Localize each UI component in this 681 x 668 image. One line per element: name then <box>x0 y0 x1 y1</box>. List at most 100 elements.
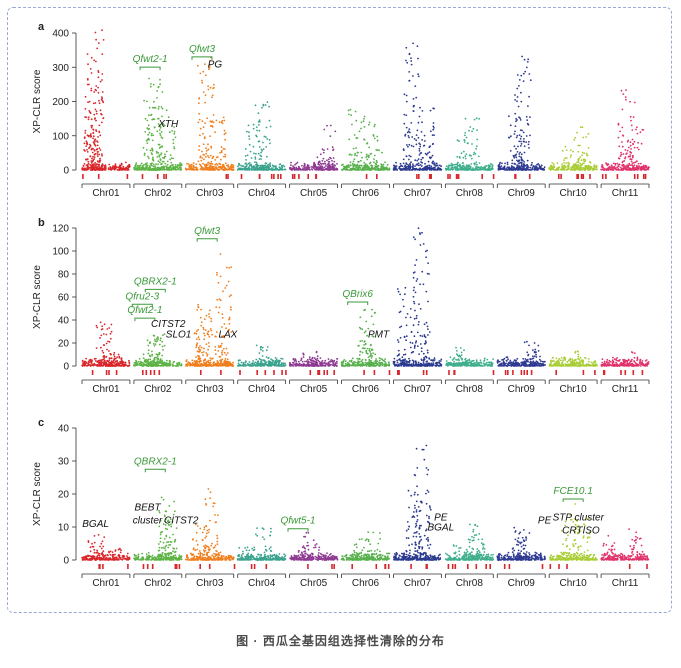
data-point <box>223 119 226 122</box>
data-point <box>102 117 105 119</box>
data-point <box>513 133 516 135</box>
y-axis-label: XP-CLR score <box>32 69 43 133</box>
data-point <box>196 309 199 311</box>
data-point <box>534 167 536 169</box>
data-point <box>420 165 423 167</box>
data-point <box>415 139 418 142</box>
data-point <box>142 362 145 365</box>
data-point <box>523 58 526 61</box>
data-point <box>227 164 230 167</box>
data-point <box>210 146 213 149</box>
data-point <box>161 122 164 125</box>
data-point <box>380 169 382 171</box>
data-point <box>643 166 645 169</box>
data-point <box>407 165 410 168</box>
data-point <box>260 365 263 367</box>
sweep-markers <box>240 174 282 179</box>
data-point <box>316 357 319 360</box>
data-point <box>246 163 248 166</box>
data-point <box>633 140 636 143</box>
data-point <box>110 353 112 356</box>
data-point <box>255 358 258 361</box>
data-point <box>140 168 143 171</box>
data-point <box>198 118 201 121</box>
data-point <box>363 161 366 164</box>
panel-letter: a <box>38 21 45 33</box>
data-point <box>317 163 320 166</box>
data-point <box>94 31 97 34</box>
data-point <box>153 361 156 363</box>
data-point <box>461 166 463 169</box>
data-point <box>205 168 208 171</box>
data-point <box>199 316 202 319</box>
data-point <box>520 91 522 94</box>
data-point <box>147 360 149 362</box>
data-point <box>174 365 177 367</box>
data-point <box>87 101 89 104</box>
data-point <box>361 156 363 159</box>
data-point <box>86 78 89 80</box>
data-point <box>526 163 528 166</box>
data-point <box>580 159 583 162</box>
data-point <box>321 159 324 162</box>
data-point <box>535 165 538 168</box>
data-point <box>83 169 86 171</box>
data-point <box>142 164 145 167</box>
data-point <box>268 138 271 141</box>
data-point <box>186 162 188 165</box>
data-point <box>200 308 202 311</box>
chr-points-Chr08 <box>444 117 494 171</box>
data-point <box>162 365 165 367</box>
data-point <box>209 135 212 138</box>
data-point <box>216 298 219 301</box>
data-point <box>373 125 376 128</box>
data-point <box>517 145 519 148</box>
data-point <box>173 126 176 128</box>
data-point <box>208 156 210 159</box>
data-point <box>198 145 201 148</box>
data-point <box>114 357 117 360</box>
data-point <box>332 157 335 159</box>
data-point <box>587 147 590 149</box>
sweep-marker <box>220 370 222 375</box>
data-point <box>98 131 101 134</box>
data-point <box>386 169 389 171</box>
data-point <box>144 361 147 364</box>
data-point <box>211 358 213 360</box>
data-point <box>97 361 100 364</box>
data-point <box>593 165 595 168</box>
data-point <box>393 164 395 167</box>
data-point <box>202 153 205 156</box>
data-point <box>204 94 207 97</box>
data-point <box>518 140 521 143</box>
data-point <box>232 361 235 364</box>
data-point <box>302 168 304 171</box>
data-point <box>424 140 426 142</box>
data-point <box>577 144 580 147</box>
data-point <box>92 128 94 131</box>
data-point <box>250 163 253 166</box>
data-point <box>142 357 145 359</box>
data-point <box>522 131 525 134</box>
data-point <box>168 363 171 366</box>
data-point <box>207 148 210 151</box>
chr-label: Chr08 <box>456 188 484 199</box>
data-point <box>267 362 270 365</box>
data-point <box>305 166 307 169</box>
data-point <box>98 161 101 163</box>
data-point <box>270 358 272 361</box>
data-point <box>417 75 420 78</box>
data-point <box>207 164 209 166</box>
data-point <box>520 153 523 156</box>
data-point <box>365 153 368 156</box>
data-point <box>158 353 161 356</box>
data-point <box>517 169 519 171</box>
data-point <box>110 330 113 333</box>
data-point <box>329 166 332 169</box>
data-point <box>261 355 264 357</box>
data-point <box>541 168 543 171</box>
data-point <box>408 128 411 131</box>
data-point <box>95 110 98 113</box>
data-point <box>87 63 89 66</box>
data-point <box>211 167 213 170</box>
